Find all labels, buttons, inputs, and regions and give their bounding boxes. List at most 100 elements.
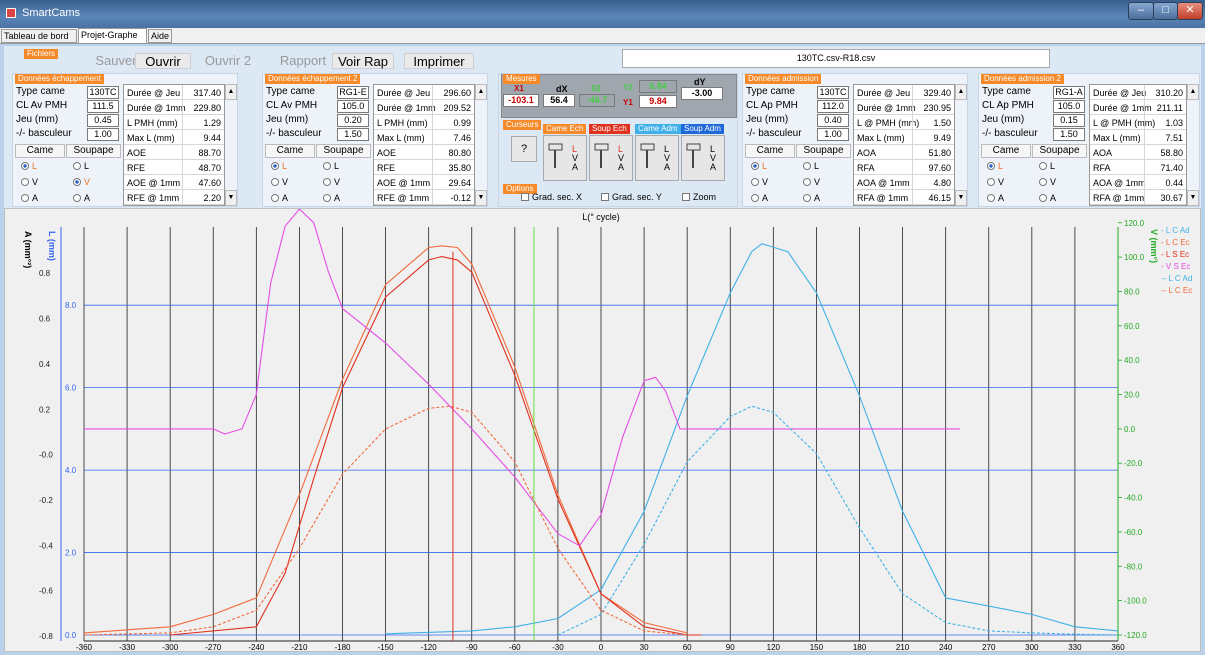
param-input[interactable]: 1.00 [817,128,849,141]
param-input[interactable]: 0.15 [1053,114,1085,127]
param-input[interactable]: 112.0 [817,100,849,113]
result-name: L @ PMH (mm) [857,118,920,128]
results-list[interactable]: Durée @ Jeu 329.40 Durée @ 1mm 230.95 L @ PM… [853,84,955,206]
soupape-radio-V[interactable]: V [803,177,820,187]
soupape-radio-L[interactable]: L [1039,161,1055,171]
soupape-radio-A[interactable]: A [1039,193,1056,203]
scroll-down-button[interactable]: ▼ [955,190,967,206]
cursor-letter[interactable]: V [710,153,717,163]
came-radio-A[interactable]: A [987,193,1004,203]
came-radio-L[interactable]: L [271,161,287,171]
results-list[interactable]: Durée @ Jeu 310.20 Durée @ 1mm 211.11 L @ PM… [1089,84,1187,206]
came-radio-A[interactable]: A [751,193,768,203]
result-name: AOA @ 1mm [857,178,910,188]
came-radio-V[interactable]: V [751,177,768,187]
cursor-letter[interactable]: A [618,162,625,172]
soupape-radio-L[interactable]: L [73,161,89,171]
scroll-up-button[interactable]: ▲ [955,84,967,100]
lift-tick-label: 2.0 [65,549,77,558]
came-radio-L[interactable]: L [751,161,767,171]
cursor-letter[interactable]: A [572,162,579,172]
soupape-radio-V[interactable]: V [323,177,340,187]
tab-project-graph[interactable]: Projet-Graphe [78,28,147,44]
scroll-up-button[interactable]: ▲ [1187,84,1199,100]
came-radio-V[interactable]: V [987,177,1004,187]
list-item: Max L (mm) 9.49 [854,130,954,145]
open-button[interactable]: Ouvrir [135,53,191,69]
save-button[interactable]: Sauver [95,53,137,68]
scroll-down-button[interactable]: ▼ [225,190,237,206]
cursor-letter[interactable]: L [664,144,670,154]
cursor-letter[interactable]: L [710,144,716,154]
report-button[interactable]: Rapport [279,53,327,68]
close-button[interactable]: ✕ [1177,2,1203,20]
came-radio-V[interactable]: V [271,177,288,187]
param-input[interactable]: 1.00 [87,128,119,141]
minimize-button[interactable]: – [1128,2,1154,20]
param-input[interactable]: 111.5 [87,100,119,113]
scroll-down-button[interactable]: ▼ [475,190,487,206]
lift-chart[interactable]: -360 -330 -300 -270 -240 -210 -180 -150 -120 -90-… [4,208,1201,652]
param-input[interactable]: 105.0 [337,100,369,113]
param-input[interactable]: 0.40 [817,114,849,127]
cursor-letter[interactable]: A [664,162,671,172]
param-input[interactable]: 0.20 [337,114,369,127]
view-report-button[interactable]: Voir Rap [332,53,394,69]
radio-label: V [1050,177,1057,187]
grad-x-checkbox[interactable]: Grad. sec. X [521,192,582,202]
open2-button[interactable]: Ouvrir 2 [204,53,252,68]
scroll-up-button[interactable]: ▲ [225,84,237,100]
soupape-radio-V[interactable]: V [73,177,90,187]
result-value: 9.49 [933,133,951,143]
panel-2: Données admission Type came 130TC CL Ap PMH… [742,73,968,207]
grad-y-checkbox[interactable]: Grad. sec. Y [601,192,662,202]
soupape-radio-A[interactable]: A [323,193,340,203]
param-input[interactable]: 0.45 [87,114,119,127]
zoom-checkbox[interactable]: Zoom [682,192,716,202]
came-radio-V[interactable]: V [21,177,38,187]
cursor-letter[interactable]: V [664,153,671,163]
param-input[interactable]: 130TC [817,86,849,99]
param-input[interactable]: RG1-E [337,86,369,99]
cursor-letter[interactable]: V [618,153,625,163]
soupape-radio-L[interactable]: L [803,161,819,171]
soupape-radio-V[interactable]: V [1039,177,1056,187]
results-list[interactable]: Durée @ Jeu 317.40 Durée @ 1mm 229.80 L PMH … [123,84,225,206]
soupape-radio-A[interactable]: A [803,193,820,203]
maximize-button[interactable]: □ [1153,2,1178,20]
cursor-letter[interactable]: L [572,144,578,154]
tab-help[interactable]: Aide [148,29,172,43]
tab-dashboard[interactable]: Tableau de bord [1,29,77,43]
came-radio-A[interactable]: A [271,193,288,203]
came-radio-L[interactable]: L [21,161,37,171]
area-tick-label: -0.0 [39,451,53,460]
param-input[interactable]: 1.50 [1053,128,1085,141]
param-input[interactable]: 105.0 [1053,100,1085,113]
list-item: AOA 51.80 [854,145,954,160]
soupape-radio-L[interactable]: L [323,161,339,171]
param-input[interactable]: 1.50 [337,128,369,141]
soupape-radio-A[interactable]: A [73,193,90,203]
param-input[interactable]: RG1-A [1053,86,1085,99]
result-name: Durée @ Jeu [857,88,911,98]
cursor-letter[interactable]: A [710,162,717,172]
chart-canvas[interactable]: -360 -330 -300 -270 -240 -210 -180 -150 -120 -90-… [5,209,1200,651]
file-name-field[interactable]: 130TC.csv-R18.csv [622,49,1050,68]
came-radio-A[interactable]: A [21,193,38,203]
print-button[interactable]: Imprimer [404,53,474,69]
x-tick-label: -90 [466,643,478,651]
follower-icon [594,143,609,168]
radio-label: A [282,193,289,203]
scroll-up-button[interactable]: ▲ [475,84,487,100]
cursor-letter[interactable]: V [572,153,579,163]
param-input[interactable]: 130TC [87,86,119,99]
cursor-letter[interactable]: L [618,144,624,154]
results-list[interactable]: Durée @ Jeu 296.60 Durée @ 1mm 209.52 L PMH … [373,84,475,206]
came-radio-L[interactable]: L [987,161,1003,171]
scroll-down-button[interactable]: ▼ [1187,190,1199,206]
help-button[interactable]: ? [511,136,537,162]
